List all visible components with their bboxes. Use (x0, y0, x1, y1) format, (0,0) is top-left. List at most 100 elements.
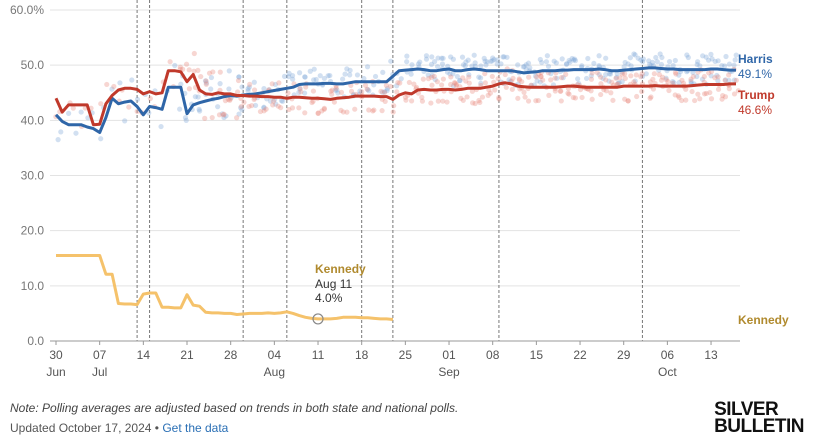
harris-poll-dot (527, 65, 533, 71)
trump-average-line[interactable] (54, 69, 736, 127)
harris-poll-dot (476, 74, 482, 80)
harris-poll-dot (431, 59, 438, 65)
trump-poll-dot (675, 93, 682, 99)
x-tick-label: 30 (49, 348, 63, 362)
trump-poll-dot (453, 81, 460, 88)
trump-poll-dot (570, 94, 576, 101)
logo-line-1: SILVER (714, 399, 779, 420)
harris-poll-dot (684, 52, 690, 58)
harris-poll-dot (182, 115, 189, 121)
kennedy-average-line[interactable] (56, 254, 394, 321)
trump-poll-dot (434, 79, 440, 85)
harris-poll-dot (653, 54, 659, 61)
trump-poll-dot (683, 97, 689, 103)
harris-poll-dot (332, 87, 339, 93)
x-tick-label: 06 (661, 348, 675, 362)
trump-poll-dot (672, 92, 678, 98)
trump-poll-dot (610, 97, 616, 103)
trump-poll-dot (692, 97, 698, 104)
harris-poll-dot (444, 69, 451, 75)
trump-poll-dot (216, 112, 223, 118)
harris-average-line[interactable] (54, 66, 736, 134)
harris-poll-dot (364, 64, 371, 70)
trump-poll-dot (275, 103, 281, 109)
x-tick-label: 14 (137, 348, 151, 362)
harris-poll-dot (733, 52, 739, 58)
trump-poll-dot (683, 86, 689, 92)
get-data-link[interactable]: Get the data (162, 421, 229, 435)
harris-poll-dot (548, 71, 554, 77)
harris-poll-dot (695, 59, 701, 65)
harris-poll-dot (709, 56, 715, 62)
harris-poll-dot (307, 68, 313, 74)
x-month-label: Aug (264, 365, 285, 379)
harris-poll-dot (334, 87, 340, 93)
trump-poll-dot (409, 98, 415, 104)
trump-poll-dot (227, 97, 233, 103)
harris-poll-dot (289, 73, 296, 79)
harris-poll-dot (423, 56, 430, 62)
harris-poll-dot (731, 62, 737, 68)
annotation-date: Aug 11 (315, 277, 352, 291)
trump-poll-dot (466, 74, 472, 80)
trump-poll-dot (695, 91, 701, 97)
trump-poll-dot (296, 105, 302, 111)
harris-poll-dot (354, 72, 361, 78)
x-tick-label: 08 (486, 348, 500, 362)
harris-poll-dot (490, 55, 496, 61)
harris-poll-dot (365, 86, 371, 93)
harris-poll-dot (226, 86, 232, 92)
trump-poll-dot (651, 71, 657, 77)
annotation-name: Kennedy (315, 262, 366, 276)
trump-poll-dot (104, 81, 110, 88)
trump-poll-dot (344, 109, 350, 115)
harris-poll-dot (239, 107, 245, 113)
trump-poll-dot (257, 108, 264, 115)
trump-poll-dot (579, 94, 585, 101)
trump-poll-dot (222, 98, 229, 104)
harris-poll-dot (732, 57, 738, 63)
harris-poll-dot (415, 61, 422, 67)
trump-poll-dot (648, 94, 654, 100)
trump-poll-dot (286, 106, 292, 113)
trump-poll-dot (329, 91, 335, 97)
trump-poll-dot (479, 94, 486, 100)
harris-poll-dot (575, 76, 581, 82)
harris-poll-dot (483, 62, 489, 68)
harris-poll-dot (347, 67, 353, 73)
harris-poll-dot (699, 76, 706, 82)
harris-poll-dot (672, 57, 678, 64)
x-tick-label: 07 (93, 348, 107, 362)
footnote: Note: Polling averages are adjusted base… (10, 401, 459, 415)
trump-poll-dot (552, 88, 558, 94)
harris-poll-dot (404, 59, 410, 65)
harris-poll-dot (236, 111, 242, 117)
trump-poll-dot (485, 92, 491, 98)
trump-poll-dot (285, 90, 291, 96)
harris-poll-dot (697, 63, 703, 69)
trump-poll-dot (622, 71, 628, 77)
harris-poll-dot (344, 66, 350, 72)
y-axis-labels: 0.0 10.0 20.0 30.0 40.0 50.0 60.0% (10, 3, 44, 348)
annotation-marker[interactable] (312, 313, 324, 325)
x-tick-label: 15 (530, 348, 544, 362)
trump-poll-dot (310, 88, 317, 94)
harris-poll-dot (632, 78, 638, 84)
trump-poll-dot (516, 76, 522, 82)
trump-poll-dot (701, 91, 708, 97)
harris-poll-dot (335, 90, 341, 96)
x-tick-label: 29 (617, 348, 631, 362)
harris-poll-dot (261, 104, 267, 110)
trump-poll-dot (719, 96, 725, 102)
trump-poll-dot (379, 108, 385, 114)
trump-poll-dot (183, 61, 190, 67)
trump-poll-dot (203, 78, 209, 84)
harris-poll-dot (537, 56, 543, 63)
trump-poll-dot (331, 99, 337, 105)
trump-poll-dot (378, 88, 384, 94)
trump-poll-dot (613, 75, 619, 81)
harris-poll-dot (520, 64, 526, 70)
trump-poll-dot (191, 50, 197, 57)
trump-poll-dot (622, 96, 628, 102)
trump-poll-dot (533, 74, 540, 80)
